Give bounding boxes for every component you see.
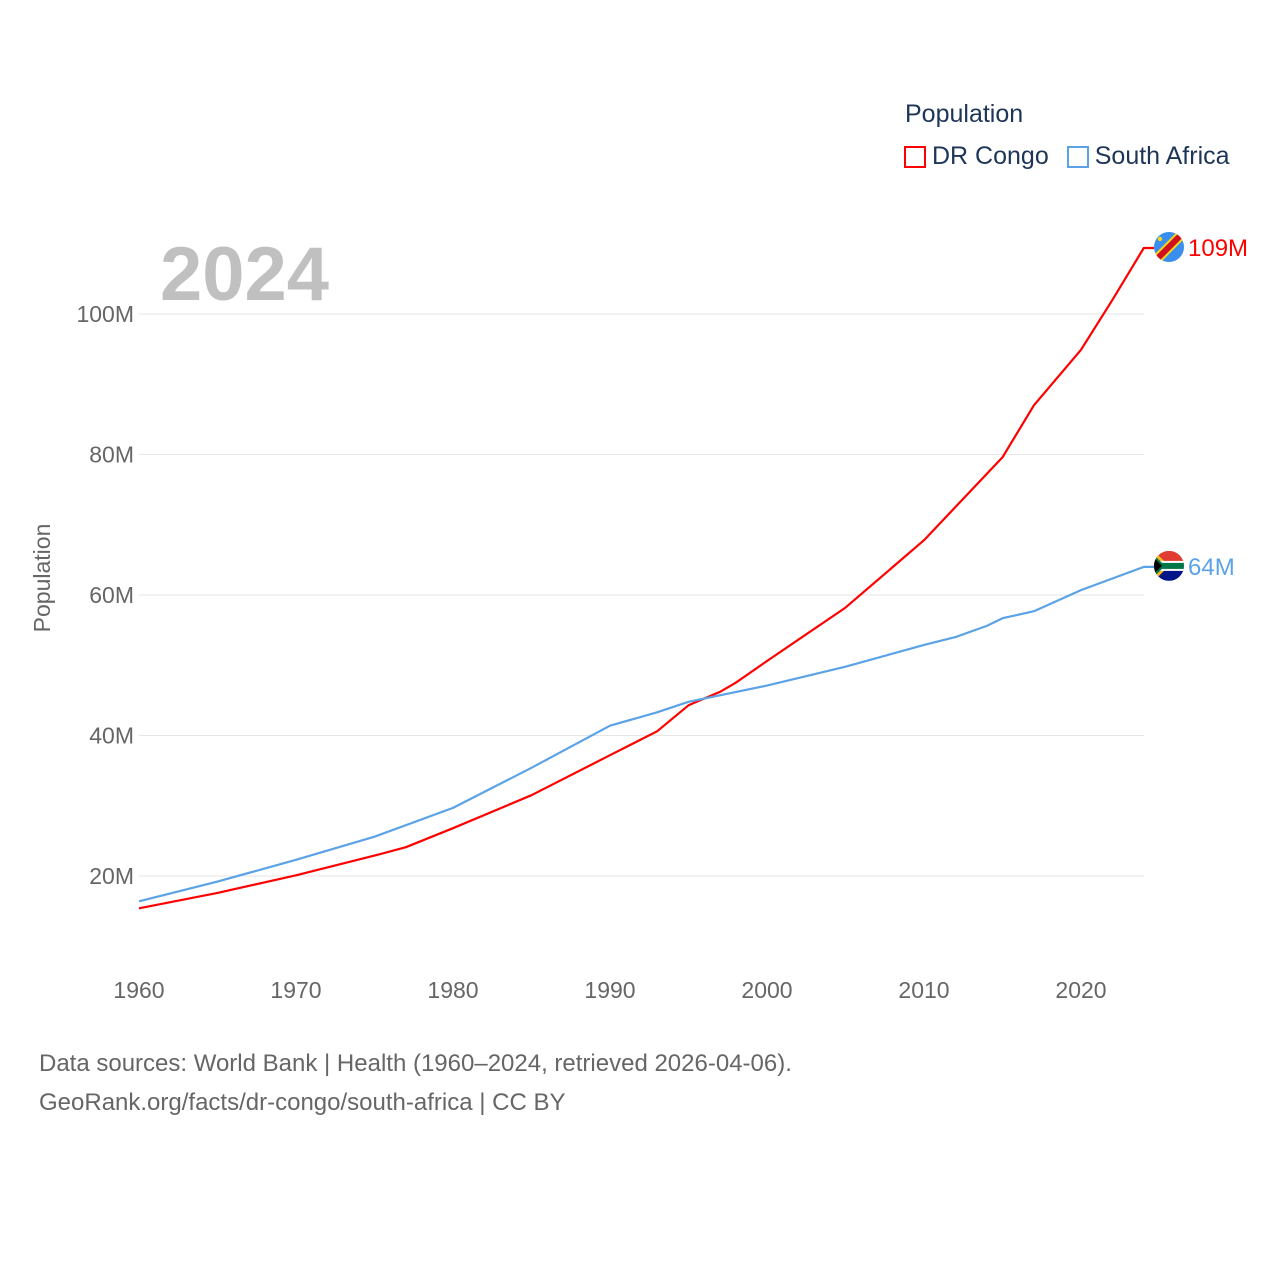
y-axis-label: Population — [29, 524, 55, 633]
attribution-link[interactable]: GeoRank.org/facts/dr-congo/south-africa … — [39, 1089, 566, 1116]
legend-label: South Africa — [1094, 142, 1230, 170]
series-line-dr-congo — [138, 246, 1154, 910]
y-tick-label: 60M — [89, 582, 134, 608]
year-overlay: 2024 — [160, 232, 329, 317]
legend-item-south-africa[interactable]: South Africa — [1066, 142, 1230, 171]
y-tick-label: 80M — [89, 442, 134, 468]
x-tick-label: 1980 — [427, 977, 478, 1003]
legend-title: Population — [905, 100, 1024, 128]
y-tick-label: 20M — [89, 863, 134, 889]
flag-star — [1157, 236, 1163, 242]
end-value-label: 109M — [1188, 235, 1248, 262]
dr-congo-flag-icon — [1154, 231, 1184, 262]
x-tick-label: 1990 — [584, 977, 635, 1003]
x-tick-label: 1970 — [270, 977, 321, 1003]
x-tick-label: 2020 — [1055, 977, 1106, 1003]
x-tick-label: 2000 — [741, 977, 792, 1003]
series-line-south-africa — [138, 565, 1154, 903]
flag-body — [1154, 231, 1184, 262]
legend-item-dr-congo[interactable]: DR Congo — [904, 142, 1049, 171]
flag-body — [1154, 550, 1184, 581]
flag-green — [1154, 562, 1184, 569]
legend: DR Congo South Africa — [904, 142, 1230, 171]
x-tick-label: 2010 — [898, 977, 949, 1003]
y-tick-label: 40M — [89, 723, 134, 749]
end-value-label: 64M — [1188, 554, 1235, 581]
flag-black — [1154, 557, 1162, 574]
legend-label: DR Congo — [932, 142, 1049, 170]
footer: Data sources: World Bank | Health (1960–… — [39, 1044, 792, 1122]
y-tick-label: 100M — [76, 301, 134, 327]
data-source-text: Data sources: World Bank | Health (1960–… — [39, 1050, 792, 1077]
x-tick-label: 1960 — [113, 977, 164, 1003]
south-africa-flag-icon — [1154, 550, 1184, 581]
legend-swatch — [1066, 145, 1089, 168]
legend-swatch — [904, 145, 926, 168]
